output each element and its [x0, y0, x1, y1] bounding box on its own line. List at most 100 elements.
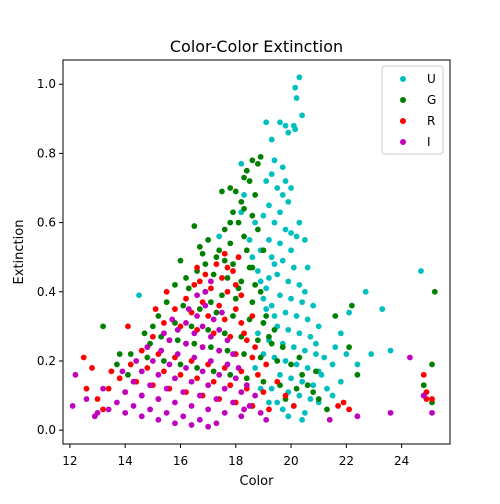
point-I-75: [241, 406, 247, 413]
point-R-45: [210, 378, 217, 385]
point-G-18: [227, 240, 234, 247]
x-tick-label: 24: [394, 454, 409, 468]
point-G-36: [163, 299, 170, 306]
point-I-68: [119, 368, 126, 375]
point-I-24: [232, 375, 239, 382]
point-R-41: [144, 364, 151, 371]
point-G-20: [199, 250, 206, 257]
point-I-80: [194, 292, 200, 299]
point-I-56: [122, 409, 129, 416]
point-I-63: [83, 396, 90, 402]
point-I-2: [210, 316, 217, 323]
point-G-40: [230, 313, 236, 319]
point-G-14: [221, 226, 228, 233]
point-R-43: [177, 371, 184, 378]
point-I-43: [172, 399, 178, 406]
point-U-52: [293, 361, 300, 368]
point-G-59: [274, 358, 281, 364]
point-U-91: [313, 340, 319, 347]
point-G-11: [230, 209, 236, 216]
point-I-71: [230, 351, 236, 357]
point-G-9: [238, 198, 245, 205]
point-U-31: [296, 281, 303, 288]
point-I-34: [163, 385, 170, 392]
point-G-68: [260, 378, 267, 385]
point-R-86: [249, 313, 256, 319]
point-U-14: [274, 185, 281, 191]
point-G-98: [431, 288, 438, 295]
legend-box: [381, 65, 444, 155]
point-U-48: [301, 347, 308, 354]
point-I-19: [149, 358, 156, 364]
point-R-79: [335, 403, 341, 409]
point-I-26: [155, 371, 162, 378]
point-I-12: [199, 344, 206, 351]
point-I-28: [188, 378, 195, 385]
point-I-84: [407, 354, 413, 361]
point-I-59: [172, 420, 178, 427]
point-G-1: [243, 167, 250, 174]
point-G-93: [346, 344, 352, 351]
point-U-101: [343, 351, 350, 357]
point-R-25: [149, 333, 156, 340]
point-G-72: [114, 361, 120, 368]
x-tick-label: 20: [283, 454, 298, 468]
point-I-38: [230, 399, 236, 406]
point-R-64: [80, 354, 87, 361]
point-R-19: [161, 320, 167, 326]
point-G-74: [100, 323, 106, 330]
point-G-30: [172, 281, 178, 288]
point-G-7: [219, 188, 225, 195]
point-U-72: [271, 261, 278, 268]
point-G-38: [196, 306, 203, 312]
point-I-30: [221, 385, 228, 392]
point-G-65: [210, 368, 217, 375]
point-I-7: [191, 330, 198, 337]
point-G-22: [230, 261, 236, 268]
point-I-88: [326, 416, 333, 423]
point-U-19: [271, 219, 278, 226]
point-G-89: [304, 382, 311, 389]
point-G-4: [254, 160, 261, 167]
point-G-77: [216, 247, 223, 254]
point-U-10: [271, 157, 278, 164]
point-I-85: [420, 392, 427, 399]
point-G-101: [149, 323, 156, 330]
point-U-51: [282, 358, 289, 364]
point-G-92: [348, 302, 355, 309]
point-R-67: [100, 406, 106, 413]
x-axis-label: Color: [240, 474, 275, 489]
point-G-58: [257, 354, 264, 361]
point-I-46: [221, 409, 228, 416]
point-I-4: [199, 323, 206, 330]
y-axis-label: Extinction: [12, 220, 27, 285]
y-tick-label: 0.4: [37, 285, 56, 299]
point-U-78: [252, 219, 259, 226]
point-U-34: [288, 295, 294, 302]
point-U-53: [304, 364, 311, 371]
point-U-99: [337, 330, 344, 337]
point-R-0: [221, 250, 228, 257]
point-R-12: [216, 302, 223, 309]
point-G-31: [185, 285, 192, 292]
point-I-60: [188, 422, 195, 428]
point-I-55: [105, 406, 112, 413]
point-U-76: [279, 192, 286, 198]
point-G-2: [257, 153, 264, 160]
point-U-44: [307, 333, 314, 340]
point-R-83: [429, 396, 435, 402]
point-U-80: [249, 254, 256, 261]
point-R-14: [172, 306, 178, 312]
point-U-38: [293, 313, 300, 319]
point-R-6: [191, 281, 198, 288]
y-tick-label: 0.8: [37, 146, 56, 160]
point-I-65: [69, 403, 76, 409]
point-G-106: [266, 333, 272, 340]
point-U-25: [268, 254, 275, 261]
point-I-73: [243, 382, 250, 389]
point-U-49: [313, 351, 319, 357]
point-U-1: [292, 84, 299, 91]
point-R-78: [346, 406, 352, 413]
points-layer: [69, 74, 438, 430]
point-U-90: [315, 323, 322, 330]
